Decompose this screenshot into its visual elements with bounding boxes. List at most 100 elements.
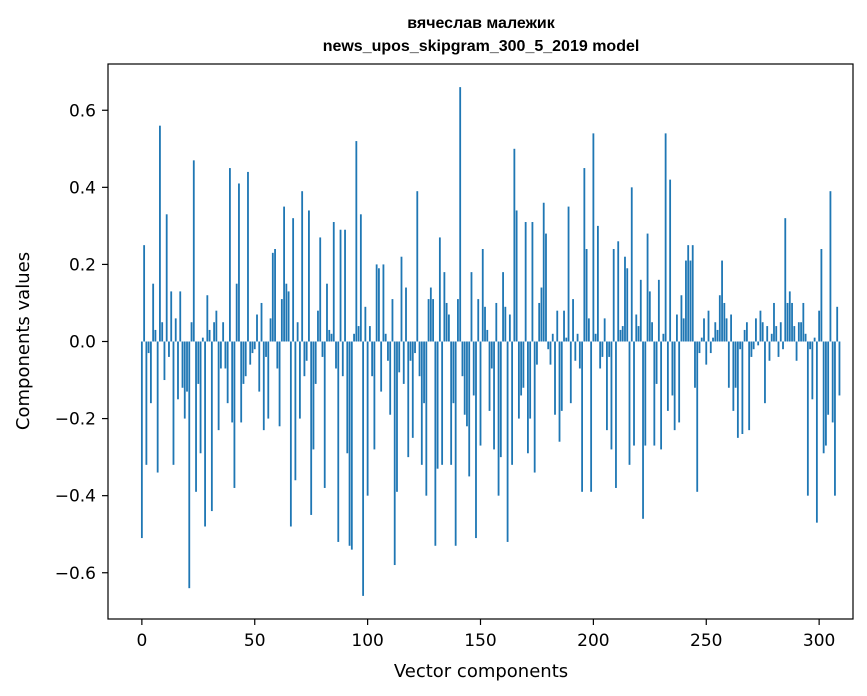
bar (739, 341, 742, 350)
bar (775, 326, 778, 342)
bar (323, 341, 326, 488)
bar (633, 341, 635, 446)
bar (393, 341, 396, 566)
bar (409, 341, 412, 361)
bar (712, 337, 714, 342)
bar (195, 341, 197, 492)
x-tick-label: 150 (464, 631, 496, 651)
bar (366, 341, 369, 496)
bar (341, 341, 344, 377)
bar (222, 322, 225, 342)
bar (353, 333, 355, 342)
bar (468, 341, 471, 477)
bar (766, 326, 769, 342)
bar (450, 341, 453, 465)
bar (400, 256, 403, 342)
y-tick-label: 0.4 (69, 178, 96, 198)
bar (536, 341, 538, 365)
bar (488, 341, 491, 411)
bar (429, 287, 432, 342)
bar (691, 245, 694, 342)
bar (229, 168, 231, 342)
bar (583, 168, 586, 342)
bar (387, 341, 389, 361)
bar (709, 341, 712, 354)
bar (730, 314, 732, 342)
bar (642, 341, 644, 519)
bar (527, 341, 529, 454)
bar (477, 299, 480, 342)
bar (768, 341, 771, 361)
bar (520, 341, 523, 396)
bar (554, 341, 556, 415)
bar (662, 333, 665, 342)
bar (312, 341, 315, 450)
bar (436, 341, 439, 469)
bar (357, 326, 360, 342)
bar (815, 341, 818, 523)
bar (310, 341, 313, 515)
bar (301, 191, 304, 342)
y-tick-label: 0.6 (69, 101, 96, 121)
bar (271, 252, 274, 342)
bar (680, 295, 683, 342)
bar (398, 341, 401, 373)
bar (804, 333, 807, 342)
bar (741, 341, 744, 434)
bar (689, 260, 692, 342)
x-tick-label: 200 (577, 631, 609, 651)
bar (522, 341, 525, 388)
bar (298, 341, 301, 419)
bar (321, 341, 324, 357)
bar (172, 341, 175, 465)
bar (438, 237, 441, 342)
bar (718, 295, 721, 342)
bar (447, 314, 450, 342)
y-tick-label: −0.2 (55, 410, 96, 430)
bar (531, 222, 534, 342)
y-tick-label: 0.0 (69, 333, 96, 353)
bar (721, 260, 723, 342)
bar (179, 291, 182, 342)
bar (210, 341, 213, 512)
bar (445, 302, 448, 342)
bar (818, 310, 821, 342)
bar (479, 341, 482, 446)
bar (784, 218, 787, 342)
bar (499, 341, 502, 458)
bar (529, 341, 532, 419)
bar (698, 341, 701, 354)
bar (707, 310, 710, 342)
bar (344, 229, 346, 342)
bar (538, 302, 541, 342)
x-tick-label: 50 (244, 631, 266, 651)
bar (608, 341, 611, 357)
bar (587, 318, 590, 342)
bar (443, 272, 446, 342)
bar (578, 341, 581, 369)
bar (188, 341, 191, 589)
bar (328, 329, 331, 342)
bar (364, 306, 367, 342)
bar (590, 341, 593, 492)
bar (644, 341, 647, 446)
bar (276, 341, 279, 369)
bar (459, 87, 462, 342)
bar (235, 283, 238, 342)
bar (572, 299, 574, 342)
bar (177, 341, 179, 400)
bar (481, 249, 484, 342)
bar (170, 291, 173, 342)
bar (165, 214, 168, 342)
bar (314, 341, 317, 384)
bar (802, 302, 805, 342)
bar (673, 341, 676, 431)
bar (829, 191, 832, 342)
bar (278, 341, 281, 427)
bar (585, 249, 588, 342)
bar (470, 272, 473, 342)
bar (380, 341, 383, 392)
bar (563, 310, 565, 342)
bar (308, 210, 310, 342)
y-axis-ticks: −0.6 −0.4 −0.2 0.0 0.2 0.4 0.6 (55, 101, 108, 584)
